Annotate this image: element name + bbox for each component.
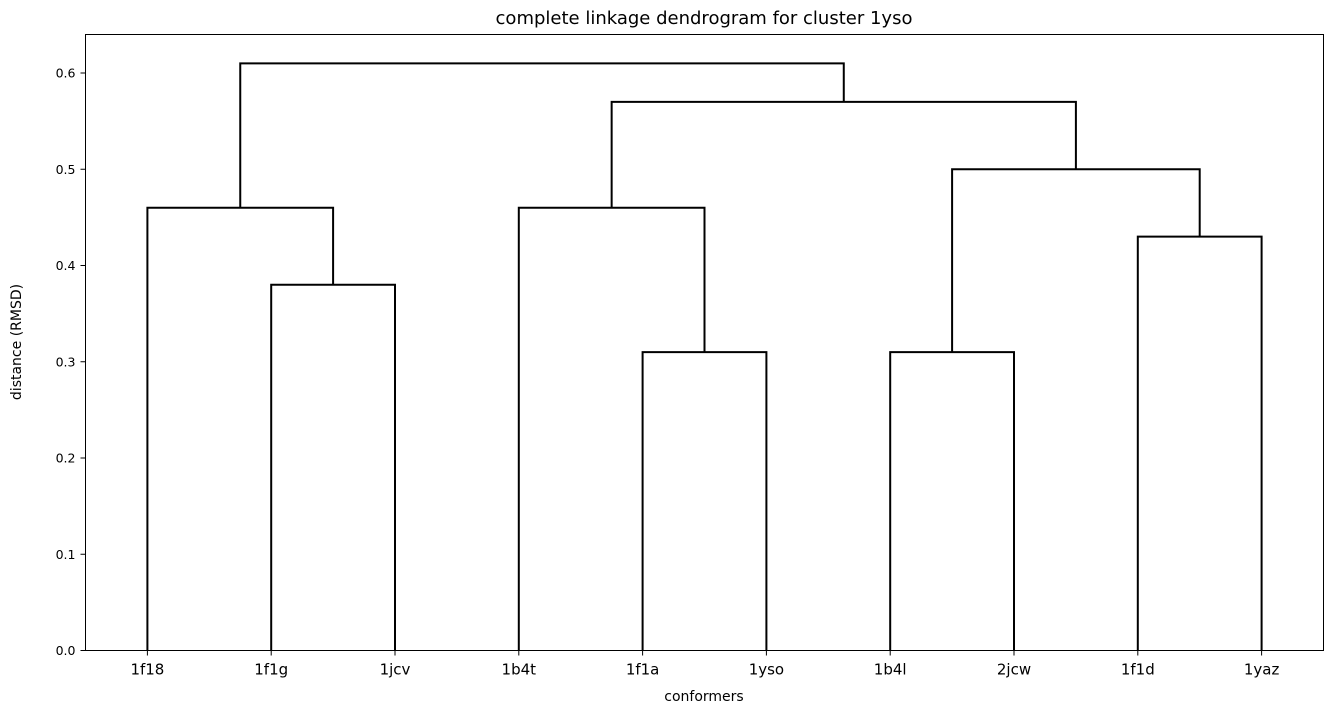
leaf-label-1f1a: 1f1a <box>626 661 660 679</box>
leaf-label-1yaz: 1yaz <box>1244 661 1280 679</box>
y-tick-label: 0.0 <box>56 643 76 658</box>
y-tick-label: 0.6 <box>56 66 76 81</box>
y-tick-label: 0.5 <box>56 162 76 177</box>
y-tick-label: 0.3 <box>56 354 76 369</box>
leaf-label-2jcw: 2jcw <box>997 661 1031 679</box>
y-tick-label: 0.1 <box>56 547 76 562</box>
leaf-label-1b4l: 1b4l <box>874 661 907 679</box>
plot-frame <box>85 34 1324 651</box>
leaf-label-1f18: 1f18 <box>130 661 164 679</box>
y-tick-label: 0.4 <box>56 258 76 273</box>
dendrogram-link-n4 <box>517 206 706 651</box>
leaf-label-1b4t: 1b4t <box>502 661 537 679</box>
y-axis: 0.0 0.1 0.2 0.3 0.4 0.5 0.6 <box>56 66 86 658</box>
dendrogram-link-n5 <box>889 351 1015 651</box>
chart-title: complete linkage dendrogram for cluster … <box>496 8 913 29</box>
dendrogram-link-n3 <box>641 351 768 651</box>
dendrogram-link-n2 <box>146 206 335 651</box>
leaf-label-1f1g: 1f1g <box>254 661 288 679</box>
x-axis: 1f18 1f1g 1jcv 1b4t 1f1a 1yso 1b4l 2jcw 1f1d 1yaz <box>130 650 1280 679</box>
dendrogram-link-n9 <box>239 62 845 208</box>
x-axis-label: conformers <box>664 689 743 705</box>
dendrogram-link-n8 <box>610 100 1077 208</box>
dendrogram-links <box>146 62 1263 651</box>
y-axis-label: distance (RMSD) <box>9 284 25 400</box>
y-tick-label: 0.2 <box>56 451 76 466</box>
leaf-label-1yso: 1yso <box>749 661 784 679</box>
leaf-label-1f1d: 1f1d <box>1121 661 1155 679</box>
dendrogram-link-n1 <box>270 283 396 651</box>
leaf-label-1jcv: 1jcv <box>380 661 411 679</box>
dendrogram-link-n7 <box>951 168 1201 353</box>
dendrogram-link-n6 <box>1136 235 1263 651</box>
